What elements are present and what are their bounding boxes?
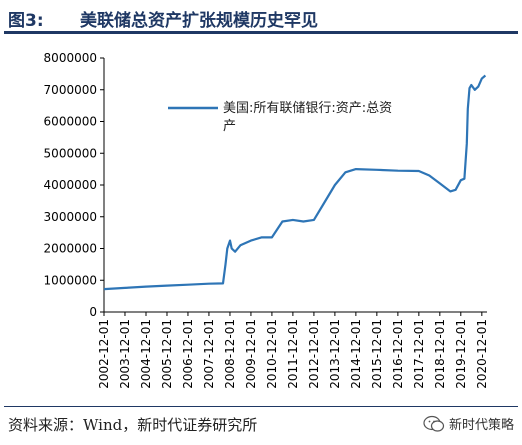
x-tick-label: 2010-12-01 [265,319,279,389]
x-tick-label: 2018-12-01 [433,319,447,389]
x-tick-label: 2019-12-01 [454,319,468,389]
wechat-icon [423,415,445,432]
watermark-text: 新时代策略 [448,418,514,433]
series-group [103,74,487,291]
legend-label-line-2: 产 [223,119,236,134]
source-rule [4,406,518,407]
y-tick-label: 4000000 [44,178,97,192]
x-tick-label: 2007-12-01 [202,319,216,389]
legend: 美国:所有联储银行:资产:总资产 [168,101,392,134]
x-tick-label: 2004-12-01 [139,319,153,389]
x-tick-label: 2009-12-01 [244,319,258,389]
x-tick-label: 2020-12-01 [475,319,489,389]
figure-title-text: 美联储总资产扩张规模历史罕见 [80,11,318,31]
source-note: 资料来源：Wind，新时代证券研究所 [8,416,258,434]
x-tick-label: 2014-12-01 [349,319,363,389]
figure-title: 图3: 美联储总资产扩张规模历史罕见 [4,2,518,32]
chart: 0 1000000 2000000 3000000 4000000 5000000 6000… [44,51,489,389]
x-axis-ticks: 2002-12-01 2003-12-01 2004-12-01 2005-12-01… [97,312,489,389]
x-tick-label: 2002-12-01 [97,319,111,389]
y-tick-label: 3000000 [44,210,97,224]
y-tick-label: 2000000 [44,242,97,256]
y-tick-label: 7000000 [44,83,97,97]
y-tick-label: 1000000 [44,273,97,287]
x-tick-label: 2006-12-01 [181,319,195,389]
x-tick-label: 2015-12-01 [370,319,384,389]
x-tick-label: 2016-12-01 [391,319,405,389]
watermark: 新时代策略 [423,414,514,433]
legend-label: 美国:所有联储银行:资产:总资产 [223,101,392,134]
x-tick-label: 2017-12-01 [412,319,426,389]
x-tick-label: 2008-12-01 [223,319,237,389]
y-tick-label: 6000000 [44,115,97,129]
title-rule [4,31,518,34]
figure-label: 图3: [8,11,44,31]
y-tick-label: 8000000 [44,51,97,65]
x-tick-label: 2013-12-01 [328,319,342,389]
x-tick-label: 2012-12-01 [307,319,321,389]
y-tick-label: 5000000 [44,146,97,160]
x-tick-label: 2005-12-01 [160,319,174,389]
series-line [103,74,487,291]
y-axis-ticks: 0 1000000 2000000 3000000 4000000 5000000 6000… [44,51,104,319]
chart-axes [103,58,487,313]
x-tick-label: 2003-12-01 [118,319,132,389]
y-tick-label: 0 [89,305,97,319]
legend-label-line-1: 美国:所有联储银行:资产:总资 [223,101,392,116]
x-tick-label: 2011-12-01 [286,319,300,389]
